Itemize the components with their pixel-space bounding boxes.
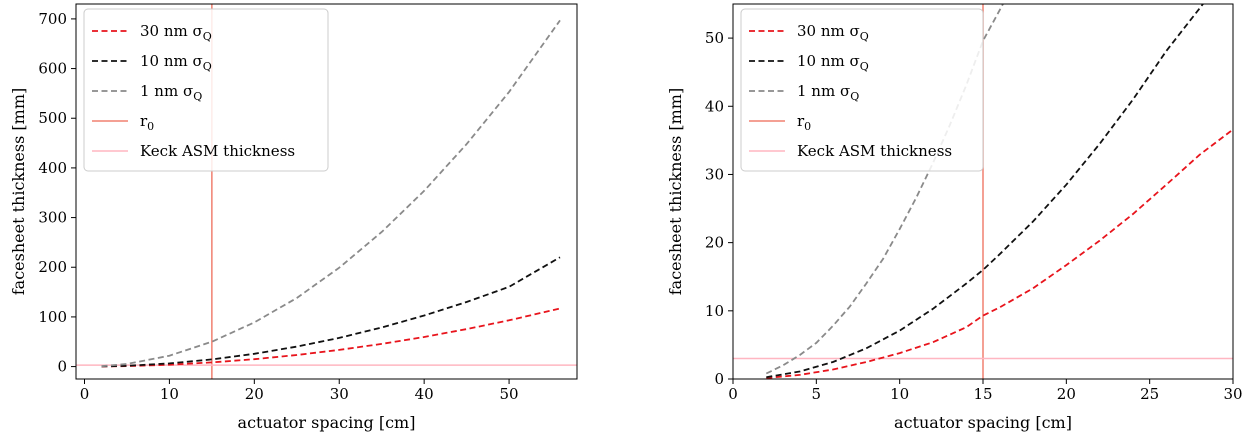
y-tick-label: 700 xyxy=(38,10,67,28)
legend-label-subscript: Q xyxy=(850,90,859,103)
x-tick-label: 30 xyxy=(330,385,349,403)
series-line-3 xyxy=(101,19,561,368)
legend-box xyxy=(83,8,329,172)
x-tick-label: 20 xyxy=(1057,385,1076,403)
chart-panel-2: 0 5 10 15 20 25 30 0 10 20 30 40 50 actuator spacing … xyxy=(666,3,1243,432)
y-axis-label: facesheet thickness [mm] xyxy=(9,88,28,295)
y-tick-label: 0 xyxy=(714,370,724,388)
y-tick-label: 30 xyxy=(705,165,724,183)
legend-label: 30 nm σQ xyxy=(140,22,212,43)
x-tick-label: 30 xyxy=(1223,385,1242,403)
x-tick-label: 40 xyxy=(415,385,434,403)
y-tick-label: 50 xyxy=(705,29,724,47)
x-tick-label: 20 xyxy=(245,385,264,403)
legend-label-subscript: Q xyxy=(203,60,212,73)
legend-label: 30 nm σQ xyxy=(797,22,869,43)
x-tick-label: 10 xyxy=(890,385,909,403)
series-line-1 xyxy=(766,128,1233,379)
chart-panel-1: 0 10 20 30 40 500100200300400500600700actuato… xyxy=(9,3,578,432)
legend-label-subscript: 0 xyxy=(147,120,154,133)
y-tick-label: 0 xyxy=(57,358,67,376)
y-tick-label: 400 xyxy=(38,159,67,177)
legend-label: 1 nm σQ xyxy=(140,82,202,103)
legend-label-subscript: 0 xyxy=(804,120,811,133)
y-tick-label: 300 xyxy=(38,209,67,227)
x-tick-label: 5 xyxy=(812,385,822,403)
legend-box xyxy=(740,8,984,172)
legend-label-subscript: Q xyxy=(860,30,869,43)
legend-label: Keck ASM thickness xyxy=(140,142,295,160)
legend-label-subscript: Q xyxy=(193,90,202,103)
y-tick-label: 600 xyxy=(38,60,67,78)
x-tick-label: 0 xyxy=(728,385,738,403)
x-tick-label: 10 xyxy=(160,385,179,403)
y-tick-label: 100 xyxy=(38,308,67,326)
axes-frame xyxy=(75,3,578,380)
y-tick-label: 500 xyxy=(38,109,67,127)
legend-label-subscript: Q xyxy=(203,30,212,43)
y-tick-label: 40 xyxy=(705,97,724,115)
series-line-2 xyxy=(766,4,1204,379)
series-line-2 xyxy=(101,256,561,368)
y-tick-label: 10 xyxy=(705,302,724,320)
y-axis-label: facesheet thickness [mm] xyxy=(666,88,685,295)
y-tick-label: 200 xyxy=(38,258,67,276)
plot-area xyxy=(76,4,577,379)
x-tick-label: 0 xyxy=(80,385,90,403)
legend-label: Keck ASM thickness xyxy=(797,142,952,160)
y-tick-label: 20 xyxy=(705,234,724,252)
x-axis-label: actuator spacing [cm] xyxy=(238,413,416,432)
series-line-1 xyxy=(101,307,561,368)
x-tick-label: 50 xyxy=(500,385,519,403)
legend-label: 10 nm σQ xyxy=(797,52,869,73)
x-tick-label: 15 xyxy=(973,385,992,403)
x-tick-label: 25 xyxy=(1140,385,1159,403)
legend-label: 1 nm σQ xyxy=(797,82,859,103)
legend-label-subscript: Q xyxy=(860,60,869,73)
legend-label: 10 nm σQ xyxy=(140,52,212,73)
x-axis-label: actuator spacing [cm] xyxy=(894,413,1072,432)
